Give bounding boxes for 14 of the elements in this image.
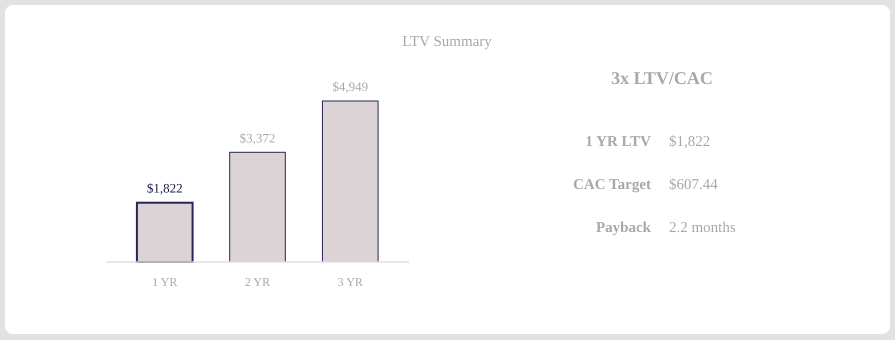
x-tick-label: 3 YR: [338, 275, 363, 289]
text: $607.44: [669, 177, 718, 193]
data-label: $3,372: [240, 130, 276, 146]
text: LTV Summary: [402, 34, 492, 50]
data-label: $4,949: [332, 79, 368, 94]
text: CAC Target: [573, 177, 651, 193]
text: $1,822: [669, 134, 710, 150]
text: 3x LTV/CAC: [611, 68, 713, 88]
text: Payback: [596, 220, 652, 236]
text: 2.2 months: [669, 220, 736, 236]
x-tick-label: 2 YR: [244, 275, 270, 289]
x-tick-label: 1 YR: [152, 275, 178, 289]
text: 1 YR LTV: [585, 134, 652, 150]
data-label: $1,822: [146, 180, 183, 196]
